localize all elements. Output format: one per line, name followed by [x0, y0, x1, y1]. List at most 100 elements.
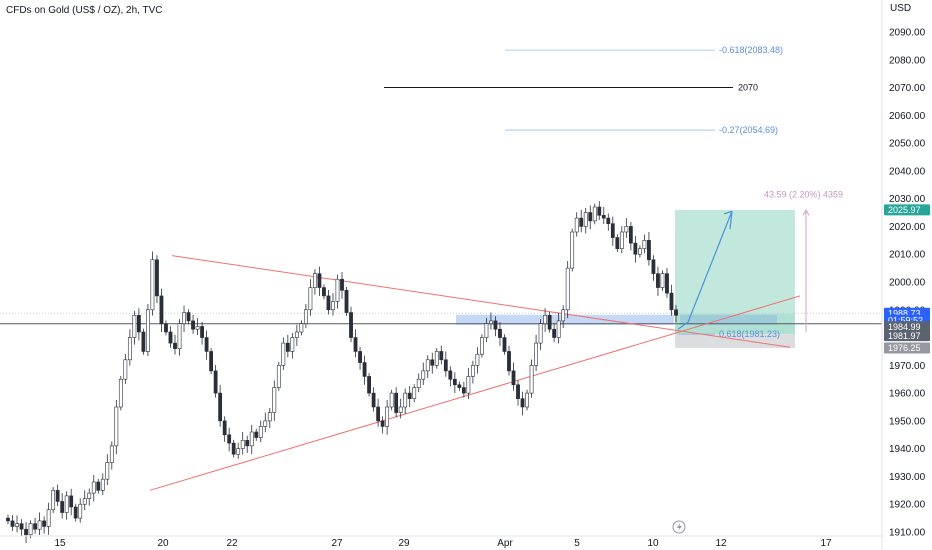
candle-body	[213, 370, 218, 394]
candle-body	[452, 378, 457, 386]
time-tick-label: 29	[398, 538, 410, 549]
candle-body	[547, 315, 552, 330]
candle-body	[565, 267, 570, 311]
candle-body	[177, 323, 182, 349]
candle-body	[272, 387, 277, 413]
overlays: 43.59 (2.20%) 4359	[677, 189, 843, 332]
candle-body	[443, 359, 448, 372]
candle-body	[245, 440, 250, 447]
candle-body	[498, 328, 502, 338]
candle-body	[610, 223, 615, 238]
candle-body	[78, 503, 83, 519]
selection-band-right	[680, 314, 777, 325]
candle-body	[195, 326, 200, 330]
candle-body	[615, 237, 620, 249]
candle-body	[362, 362, 367, 377]
support-trendline[interactable]	[149, 295, 801, 491]
price-tick-label: 2090.00	[889, 28, 926, 39]
candle-body	[457, 384, 462, 388]
candle-body	[579, 217, 584, 227]
candle-body	[91, 481, 96, 494]
candle-body	[656, 273, 660, 288]
candle-body	[344, 290, 349, 313]
price-tick-label: 1950.00	[889, 416, 926, 427]
candle-body	[73, 506, 78, 519]
price-tick-label: 2080.00	[889, 55, 926, 66]
candle-body	[114, 406, 119, 447]
price-tick-label: 1970.00	[889, 361, 926, 372]
candle-body	[136, 315, 141, 333]
chart-title: CFDs on Gold (US$ / OZ), 2h, TVC	[6, 5, 163, 16]
candle-body	[340, 278, 344, 291]
candle-body	[313, 273, 317, 288]
lightning-icon-glyph	[677, 523, 682, 531]
measure-arrowhead	[802, 209, 810, 216]
candle-body	[200, 326, 204, 338]
time-tick-label: 17	[820, 538, 832, 549]
price-tick-label: 2050.00	[889, 139, 926, 150]
candle-body	[191, 320, 195, 330]
price-tag-label: 1976.25	[888, 343, 921, 353]
candle-body	[425, 359, 430, 372]
candle-body	[660, 273, 665, 288]
candle-body	[407, 392, 412, 399]
candle-body	[651, 259, 656, 274]
projection-arrow[interactable]	[677, 210, 733, 330]
candle-body	[42, 520, 47, 527]
candle-body	[155, 259, 159, 297]
candle-body	[64, 495, 69, 513]
candle-body	[371, 392, 376, 408]
fib-level-label: -0.618(2083.48)	[719, 45, 783, 55]
projection-arrowhead	[723, 210, 733, 230]
candle-body	[294, 331, 299, 338]
time-tick-label: 20	[157, 538, 169, 549]
candle-body	[303, 309, 308, 324]
candle-body	[204, 337, 209, 352]
candle-body	[263, 420, 268, 427]
candle-body	[552, 328, 557, 338]
price-tick-label: 1940.00	[889, 444, 926, 455]
price-tick-label: 1930.00	[889, 472, 926, 483]
candle-body	[516, 384, 520, 399]
candle-body	[227, 434, 232, 444]
candle-body	[470, 365, 475, 377]
candle-body	[434, 351, 439, 366]
candle-body	[597, 206, 602, 216]
candle-body	[222, 420, 227, 436]
candle-body	[33, 523, 37, 530]
price-tag-label: 1981.97	[888, 331, 921, 341]
candle-body	[570, 231, 575, 269]
candle-body	[60, 501, 65, 513]
price-tag	[884, 204, 930, 216]
candle-body	[520, 398, 525, 408]
price-tag	[884, 330, 930, 342]
price-axis[interactable]: USD 2090.00 2080.00 2070.00 2060.00 2050.00 20…	[881, 0, 932, 550]
target-zone	[675, 209, 795, 314]
candle-body	[367, 376, 371, 394]
price-tag-label: 01:59:52	[888, 316, 923, 326]
candle-body	[665, 273, 669, 294]
candle-body	[105, 462, 110, 480]
candle-body	[96, 481, 101, 491]
candle-body	[6, 517, 10, 522]
time-tick-label: 12	[715, 538, 727, 549]
candle-body	[376, 406, 381, 422]
candle-body	[502, 337, 507, 352]
price-tag-label: 1984.99	[888, 322, 921, 332]
candle-body	[353, 337, 358, 352]
candle-body	[290, 337, 295, 352]
time-axis[interactable]: 15 20 22 27 29 Apr 5 10 12 17	[0, 520, 882, 549]
candle-body	[642, 240, 647, 249]
candle-body	[127, 337, 132, 361]
price-tag	[884, 342, 930, 354]
price-tick-label: 2000.00	[889, 278, 926, 289]
candle-body	[159, 295, 164, 324]
candle-body	[461, 387, 466, 394]
candle-body	[146, 309, 150, 352]
candle-body	[51, 490, 56, 511]
resistance-trendline[interactable]	[171, 255, 791, 348]
candle-body	[588, 212, 593, 222]
candle-body	[606, 217, 611, 224]
